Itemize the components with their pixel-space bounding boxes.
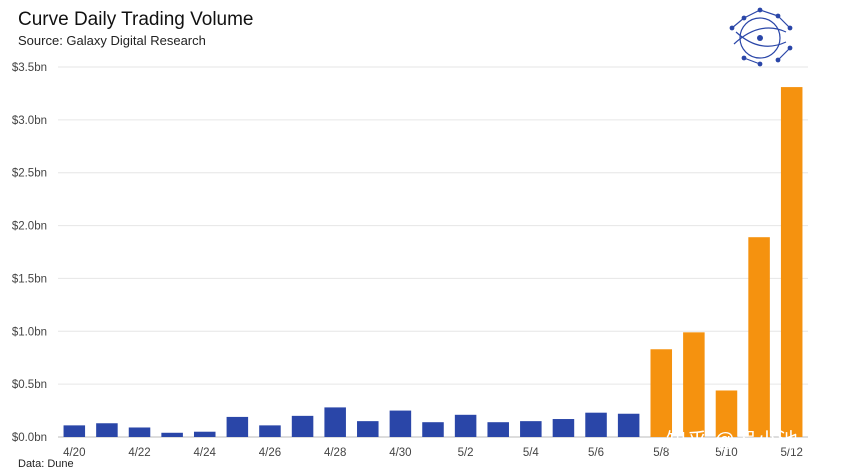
watermark-text: 知乎 @罗小池: [666, 430, 799, 452]
x-tick-label: 5/4: [523, 447, 540, 459]
bar-5-8: [650, 349, 673, 437]
bar-5-12: [780, 87, 803, 437]
chart-subtitle: Source: Galaxy Digital Research: [18, 33, 206, 48]
x-tick-label: 5/12: [781, 447, 803, 459]
grid-layer: [58, 66, 808, 438]
x-tick-label: 5/8: [653, 447, 669, 459]
bar-4-22: [128, 427, 151, 437]
x-axis-ticks: 4/20 4/22 4/24 4/26 4/28 4/30 5/2 5/4 5/6 5/8 5/10…: [63, 447, 803, 459]
x-tick-label: 4/26: [259, 447, 281, 459]
bar-5-9: [683, 332, 705, 437]
y-tick-label: $3.0bn: [12, 115, 47, 127]
y-tick-label: $2.5bn: [12, 168, 47, 180]
chart-title: Curve Daily Trading Volume: [18, 9, 254, 30]
x-tick-label: 4/28: [324, 447, 346, 459]
y-tick-label: $1.0bn: [12, 326, 47, 338]
y-tick-label: $1.5bn: [12, 273, 47, 285]
bar-5-6: [585, 412, 607, 437]
bar-5-7: [617, 413, 640, 437]
bar-4-25: [226, 416, 249, 437]
x-tick-label: 4/20: [63, 447, 85, 459]
x-tick-label: 4/22: [128, 447, 150, 459]
y-tick-label: $0.5bn: [12, 379, 47, 391]
y-tick-label: $3.5bn: [12, 62, 47, 74]
bar-5-5: [552, 419, 575, 437]
bar-4-27: [291, 415, 314, 437]
bar-5-4: [520, 421, 542, 437]
bar-4-24: [193, 431, 216, 437]
bar-4-29: [357, 421, 379, 437]
x-tick-label: 4/30: [389, 447, 411, 459]
data-source-note: Data: Dune: [18, 458, 74, 470]
y-tick-label: $2.0bn: [12, 221, 47, 233]
bar-5-1: [422, 422, 444, 437]
bar-4-26: [259, 425, 281, 437]
bar-4-23: [161, 432, 183, 437]
bar-5-2: [454, 414, 477, 437]
bar-4-30: [389, 410, 412, 437]
y-axis-ticks: $0.0bn $0.5bn $1.0bn $1.5bn $2.0bn $2.5bn $3.0…: [12, 62, 47, 444]
x-tick-label: 5/2: [458, 447, 474, 459]
x-tick-label: 4/24: [194, 447, 217, 459]
bar-5-11: [748, 237, 770, 437]
bar-4-20: [63, 425, 86, 437]
bar-4-28: [324, 407, 346, 437]
bar-4-21: [96, 423, 118, 437]
x-tick-label: 5/6: [588, 447, 604, 459]
galaxy-logo-icon: [729, 7, 793, 67]
bar-5-10: [715, 390, 738, 437]
bar-layer: [63, 87, 803, 437]
y-tick-label: $0.0bn: [12, 432, 47, 444]
bar-5-3: [487, 422, 509, 437]
x-tick-label: 5/10: [715, 447, 737, 459]
